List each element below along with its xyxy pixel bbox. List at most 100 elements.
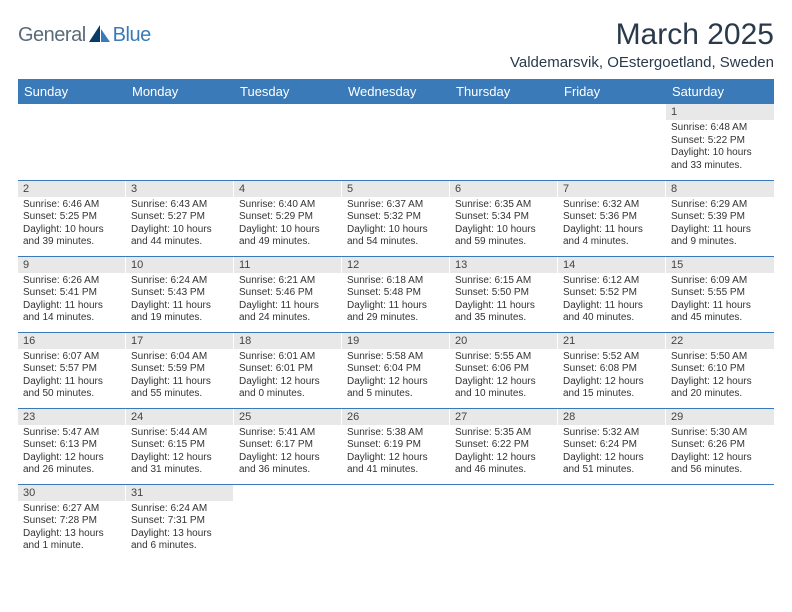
sunrise-text: Sunrise: 5:44 AM — [131, 427, 229, 440]
day-details: Sunrise: 5:35 AMSunset: 6:22 PMDaylight:… — [450, 425, 558, 480]
daylight-text: Daylight: 12 hours and 51 minutes. — [563, 452, 661, 477]
sunset-text: Sunset: 5:29 PM — [239, 211, 337, 224]
sunrise-text: Sunrise: 6:43 AM — [131, 199, 229, 212]
day-details: Sunrise: 5:44 AMSunset: 6:15 PMDaylight:… — [126, 425, 234, 480]
weekday-header: Sunday — [18, 79, 126, 104]
day-number: 21 — [558, 333, 666, 349]
day-number — [558, 104, 666, 120]
day-number: 23 — [18, 409, 126, 425]
day-number: 24 — [126, 409, 234, 425]
sunset-text: Sunset: 5:59 PM — [131, 363, 229, 376]
calendar-day-cell: 5Sunrise: 6:37 AMSunset: 5:32 PMDaylight… — [342, 180, 450, 256]
day-number: 18 — [234, 333, 342, 349]
calendar-day-cell: 7Sunrise: 6:32 AMSunset: 5:36 PMDaylight… — [558, 180, 666, 256]
day-details: Sunrise: 6:18 AMSunset: 5:48 PMDaylight:… — [342, 273, 450, 328]
day-number: 14 — [558, 257, 666, 273]
day-number — [342, 104, 450, 120]
sunset-text: Sunset: 6:01 PM — [239, 363, 337, 376]
weekday-header: Wednesday — [342, 79, 450, 104]
calendar-day-cell — [342, 484, 450, 560]
sunset-text: Sunset: 5:41 PM — [23, 287, 121, 300]
day-number: 4 — [234, 181, 342, 197]
day-details: Sunrise: 5:50 AMSunset: 6:10 PMDaylight:… — [666, 349, 774, 404]
sunrise-text: Sunrise: 6:32 AM — [563, 199, 661, 212]
weekday-header: Friday — [558, 79, 666, 104]
sunrise-text: Sunrise: 6:26 AM — [23, 275, 121, 288]
day-details: Sunrise: 6:24 AMSunset: 5:43 PMDaylight:… — [126, 273, 234, 328]
day-number — [450, 485, 558, 501]
sunset-text: Sunset: 6:06 PM — [455, 363, 553, 376]
day-details: Sunrise: 6:37 AMSunset: 5:32 PMDaylight:… — [342, 197, 450, 252]
sunset-text: Sunset: 5:36 PM — [563, 211, 661, 224]
calendar-day-cell: 4Sunrise: 6:40 AMSunset: 5:29 PMDaylight… — [234, 180, 342, 256]
sunrise-text: Sunrise: 5:52 AM — [563, 351, 661, 364]
daylight-text: Daylight: 10 hours and 44 minutes. — [131, 224, 229, 249]
sunrise-text: Sunrise: 5:47 AM — [23, 427, 121, 440]
daylight-text: Daylight: 11 hours and 19 minutes. — [131, 300, 229, 325]
sunrise-text: Sunrise: 6:48 AM — [671, 122, 769, 135]
calendar-day-cell: 17Sunrise: 6:04 AMSunset: 5:59 PMDayligh… — [126, 332, 234, 408]
daylight-text: Daylight: 10 hours and 33 minutes. — [671, 147, 769, 172]
daylight-text: Daylight: 10 hours and 54 minutes. — [347, 224, 445, 249]
calendar-day-cell: 9Sunrise: 6:26 AMSunset: 5:41 PMDaylight… — [18, 256, 126, 332]
day-number — [234, 485, 342, 501]
sunrise-text: Sunrise: 5:55 AM — [455, 351, 553, 364]
calendar-day-cell — [126, 104, 234, 180]
sunrise-text: Sunrise: 5:38 AM — [347, 427, 445, 440]
day-number: 22 — [666, 333, 774, 349]
sunset-text: Sunset: 5:48 PM — [347, 287, 445, 300]
day-details: Sunrise: 5:55 AMSunset: 6:06 PMDaylight:… — [450, 349, 558, 404]
calendar-day-cell — [450, 484, 558, 560]
day-details: Sunrise: 6:48 AMSunset: 5:22 PMDaylight:… — [666, 120, 774, 175]
daylight-text: Daylight: 11 hours and 14 minutes. — [23, 300, 121, 325]
daylight-text: Daylight: 12 hours and 15 minutes. — [563, 376, 661, 401]
day-number: 16 — [18, 333, 126, 349]
calendar-day-cell: 25Sunrise: 5:41 AMSunset: 6:17 PMDayligh… — [234, 408, 342, 484]
day-number: 13 — [450, 257, 558, 273]
day-number: 26 — [342, 409, 450, 425]
daylight-text: Daylight: 11 hours and 9 minutes. — [671, 224, 769, 249]
day-number: 7 — [558, 181, 666, 197]
day-details: Sunrise: 6:21 AMSunset: 5:46 PMDaylight:… — [234, 273, 342, 328]
daylight-text: Daylight: 11 hours and 35 minutes. — [455, 300, 553, 325]
day-number: 19 — [342, 333, 450, 349]
day-number — [342, 485, 450, 501]
sunset-text: Sunset: 7:31 PM — [131, 515, 229, 528]
month-title: March 2025 — [510, 18, 774, 52]
calendar-day-cell: 3Sunrise: 6:43 AMSunset: 5:27 PMDaylight… — [126, 180, 234, 256]
calendar-day-cell: 14Sunrise: 6:12 AMSunset: 5:52 PMDayligh… — [558, 256, 666, 332]
day-number: 28 — [558, 409, 666, 425]
day-details: Sunrise: 6:26 AMSunset: 5:41 PMDaylight:… — [18, 273, 126, 328]
day-number: 25 — [234, 409, 342, 425]
day-details: Sunrise: 6:12 AMSunset: 5:52 PMDaylight:… — [558, 273, 666, 328]
sunrise-text: Sunrise: 6:24 AM — [131, 503, 229, 516]
day-details: Sunrise: 6:32 AMSunset: 5:36 PMDaylight:… — [558, 197, 666, 252]
sunrise-text: Sunrise: 6:15 AM — [455, 275, 553, 288]
calendar-day-cell: 18Sunrise: 6:01 AMSunset: 6:01 PMDayligh… — [234, 332, 342, 408]
day-number: 29 — [666, 409, 774, 425]
weekday-header: Saturday — [666, 79, 774, 104]
calendar-day-cell: 10Sunrise: 6:24 AMSunset: 5:43 PMDayligh… — [126, 256, 234, 332]
calendar-day-cell — [18, 104, 126, 180]
calendar-day-cell: 30Sunrise: 6:27 AMSunset: 7:28 PMDayligh… — [18, 484, 126, 560]
day-details: Sunrise: 6:09 AMSunset: 5:55 PMDaylight:… — [666, 273, 774, 328]
daylight-text: Daylight: 12 hours and 46 minutes. — [455, 452, 553, 477]
calendar-day-cell: 2Sunrise: 6:46 AMSunset: 5:25 PMDaylight… — [18, 180, 126, 256]
day-number — [450, 104, 558, 120]
daylight-text: Daylight: 12 hours and 41 minutes. — [347, 452, 445, 477]
calendar-day-cell — [342, 104, 450, 180]
calendar-day-cell: 19Sunrise: 5:58 AMSunset: 6:04 PMDayligh… — [342, 332, 450, 408]
daylight-text: Daylight: 11 hours and 55 minutes. — [131, 376, 229, 401]
day-details: Sunrise: 6:35 AMSunset: 5:34 PMDaylight:… — [450, 197, 558, 252]
day-details: Sunrise: 6:01 AMSunset: 6:01 PMDaylight:… — [234, 349, 342, 404]
sunset-text: Sunset: 7:28 PM — [23, 515, 121, 528]
logo-text-b: Blue — [113, 24, 151, 47]
day-details: Sunrise: 5:52 AMSunset: 6:08 PMDaylight:… — [558, 349, 666, 404]
sunrise-text: Sunrise: 6:21 AM — [239, 275, 337, 288]
day-number: 10 — [126, 257, 234, 273]
weekday-header: Tuesday — [234, 79, 342, 104]
day-details: Sunrise: 6:04 AMSunset: 5:59 PMDaylight:… — [126, 349, 234, 404]
sunrise-text: Sunrise: 5:41 AM — [239, 427, 337, 440]
calendar-day-cell: 24Sunrise: 5:44 AMSunset: 6:15 PMDayligh… — [126, 408, 234, 484]
title-block: March 2025 Valdemarsvik, OEstergoetland,… — [510, 18, 774, 71]
